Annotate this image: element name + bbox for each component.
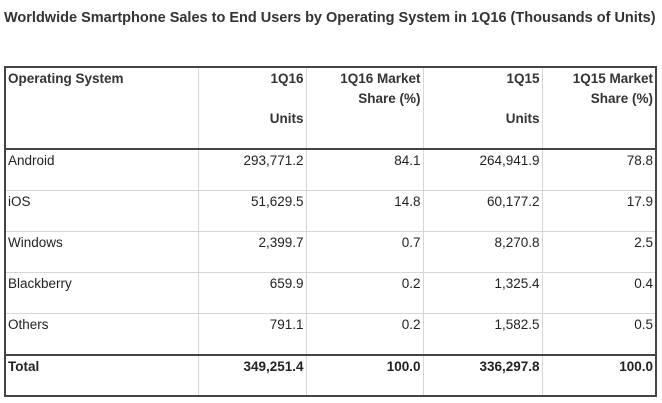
cell-units-1q15: 1,325.4: [422, 272, 543, 314]
cell-share-1q15: 78.8: [541, 148, 657, 191]
table-header-row: Operating System 1Q16 Units 1Q16 Market …: [4, 66, 657, 150]
cell-share-1q15: 17.9: [541, 190, 657, 232]
header-sublabel: Units: [269, 111, 304, 126]
table-row: Blackberry 659.9 0.2 1,325.4 0.4: [4, 272, 657, 314]
cell-units-1q15: 8,270.8: [422, 231, 543, 273]
header-operating-system: Operating System: [4, 66, 199, 150]
sales-table: Operating System 1Q16 Units 1Q16 Market …: [4, 66, 657, 397]
cell-units-1q16: 293,771.2: [197, 148, 307, 191]
header-1q15-market-share: 1Q15 Market Share (%): [541, 66, 657, 150]
cell-share-1q16: 0.2: [305, 272, 424, 314]
cell-share-1q15: 100.0: [541, 354, 657, 397]
header-1q16-units: 1Q16 Units: [197, 66, 307, 150]
cell-units-1q16: 791.1: [197, 313, 307, 356]
header-label: 1Q15: [506, 71, 540, 86]
table-total-row: Total 349,251.4 100.0 336,297.8 100.0: [4, 354, 657, 397]
cell-units-1q16: 659.9: [197, 272, 307, 314]
header-1q15-units: 1Q15 Units: [422, 66, 543, 150]
header-label: 1Q16 Market Share (%): [340, 71, 421, 106]
cell-units-1q16: 2,399.7: [197, 231, 307, 273]
table-row: Android 293,771.2 84.1 264,941.9 78.8: [4, 148, 657, 191]
cell-share-1q15: 0.4: [541, 272, 657, 314]
header-label: Operating System: [8, 71, 124, 86]
cell-share-1q16: 14.8: [305, 190, 424, 232]
cell-os: Blackberry: [4, 272, 199, 314]
cell-share-1q15: 2.5: [541, 231, 657, 273]
header-1q16-market-share: 1Q16 Market Share (%): [305, 66, 424, 150]
cell-os: Windows: [4, 231, 199, 273]
cell-share-1q16: 0.7: [305, 231, 424, 273]
cell-units-1q16: 51,629.5: [197, 190, 307, 232]
table-row: Others 791.1 0.2 1,582.5 0.5: [4, 313, 657, 356]
cell-os: Total: [4, 354, 199, 397]
cell-units-1q16: 349,251.4: [197, 354, 307, 397]
cell-units-1q15: 60,177.2: [422, 190, 543, 232]
cell-units-1q15: 1,582.5: [422, 313, 543, 356]
page-title: Worldwide Smartphone Sales to End Users …: [4, 10, 656, 26]
cell-share-1q16: 84.1: [305, 148, 424, 191]
cell-os: iOS: [4, 190, 199, 232]
cell-units-1q15: 264,941.9: [422, 148, 543, 191]
header-sublabel: Units: [505, 111, 540, 126]
cell-share-1q16: 0.2: [305, 313, 424, 356]
cell-share-1q15: 0.5: [541, 313, 657, 356]
header-label: 1Q15 Market Share (%): [572, 71, 653, 106]
header-label: 1Q16: [270, 71, 304, 86]
cell-os: Others: [4, 313, 199, 356]
table-row: Windows 2,399.7 0.7 8,270.8 2.5: [4, 231, 657, 273]
cell-os: Android: [4, 148, 199, 191]
table-row: iOS 51,629.5 14.8 60,177.2 17.9: [4, 190, 657, 232]
cell-units-1q15: 336,297.8: [422, 354, 543, 397]
cell-share-1q16: 100.0: [305, 354, 424, 397]
